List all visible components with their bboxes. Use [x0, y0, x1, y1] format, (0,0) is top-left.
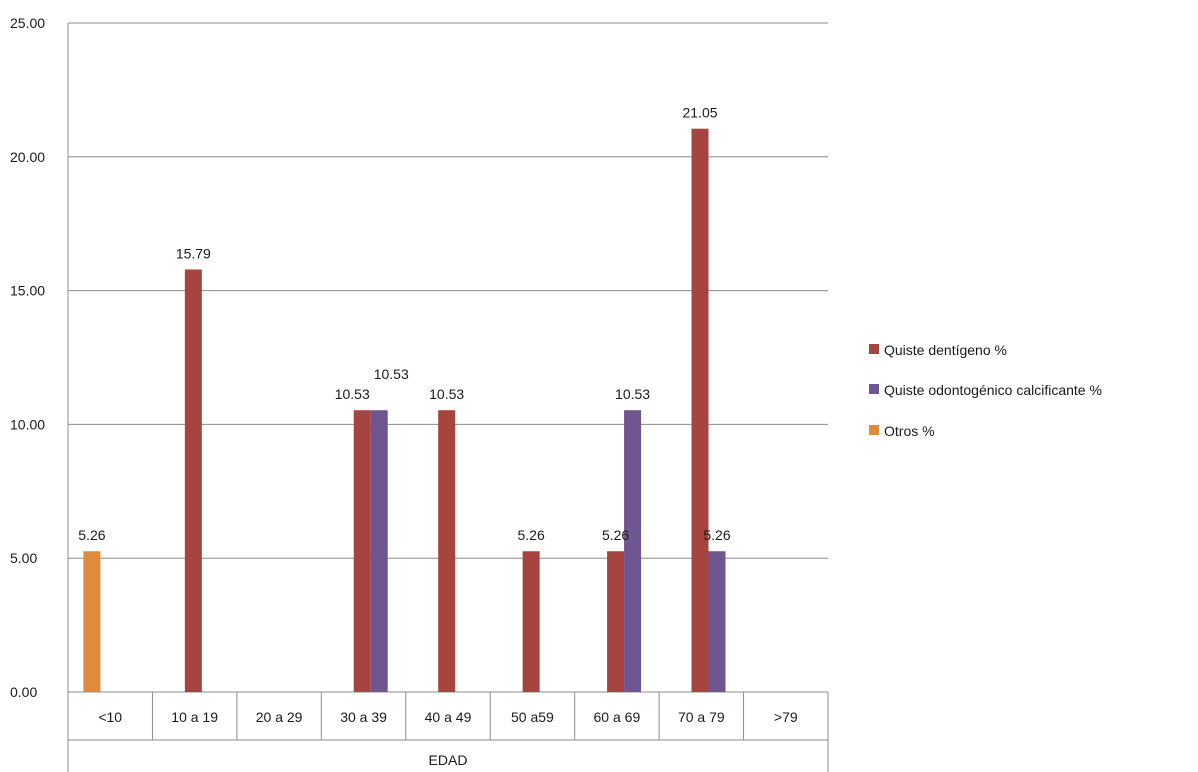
y-tick-label: 15.00 — [10, 283, 45, 299]
data-label: 5.26 — [703, 527, 730, 543]
x-axis-title: EDAD — [429, 752, 468, 768]
bar — [607, 551, 625, 692]
bar — [184, 269, 202, 692]
data-label: 21.05 — [682, 105, 717, 121]
bar — [370, 410, 388, 692]
bar — [438, 410, 456, 692]
x-category-label: 70 a 79 — [678, 709, 725, 725]
bar — [522, 551, 540, 692]
x-category-label: <10 — [98, 709, 122, 725]
legend-entry: Otros % — [884, 423, 935, 439]
data-label: 10.53 — [429, 386, 464, 402]
bar — [708, 551, 726, 692]
y-tick-label: 20.00 — [10, 149, 45, 165]
x-category-label: 50 a59 — [511, 709, 554, 725]
bar — [83, 551, 101, 692]
data-label: 15.79 — [176, 245, 211, 261]
category-labels: <10 10 a 19 20 a 29 30 a 39 40 a 49 50 a59 60 … — [98, 709, 798, 725]
legend-entry: Quiste dentígeno % — [884, 342, 1007, 358]
y-tick-label: 5.00 — [10, 550, 37, 566]
y-tick-label: 10.00 — [10, 416, 45, 432]
x-category-label: 20 a 29 — [256, 709, 303, 725]
x-category-label: 30 a 39 — [340, 709, 387, 725]
y-tick-label: 0.00 — [10, 684, 37, 700]
bar — [624, 410, 642, 692]
data-label: 5.26 — [602, 527, 629, 543]
x-category-label: 10 a 19 — [171, 709, 218, 725]
legend-entry: Quiste odontogénico calcificante % — [884, 382, 1102, 398]
y-tick-labels: 0.00 5.00 10.00 15.00 20.00 25.00 — [10, 15, 45, 700]
data-label: 5.26 — [78, 527, 105, 543]
bars — [83, 128, 726, 692]
x-category-label: 40 a 49 — [425, 709, 472, 725]
legend-swatch — [869, 384, 879, 394]
legend: Quiste dentígeno % Quiste odontogénico ca… — [869, 342, 1102, 439]
axes — [67, 23, 829, 772]
x-category-label: >79 — [774, 709, 798, 725]
bar — [353, 410, 371, 692]
x-category-label: 60 a 69 — [594, 709, 641, 725]
y-tick-label: 25.00 — [10, 15, 45, 31]
data-label: 10.53 — [335, 386, 370, 402]
bar — [691, 128, 709, 692]
legend-swatch — [869, 425, 879, 435]
legend-swatch — [869, 344, 879, 354]
data-label: 10.53 — [374, 366, 409, 382]
data-label: 10.53 — [615, 386, 650, 402]
data-label: 5.26 — [517, 527, 544, 543]
